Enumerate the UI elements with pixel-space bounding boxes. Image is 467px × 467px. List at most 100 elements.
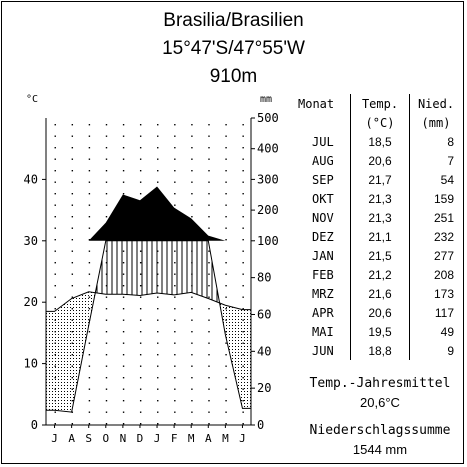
- temp-cell: 21,6: [350, 284, 410, 303]
- col-header-month: Monat: [298, 96, 335, 111]
- col-header-prec: Nied.: [409, 94, 462, 113]
- left-tick-label: 40: [24, 172, 38, 186]
- right-tick-label: 300: [257, 172, 279, 186]
- annual-precip-value: 1544 mm: [352, 442, 408, 457]
- left-tick-label: 30: [24, 234, 38, 248]
- prec-cell: 49: [409, 322, 462, 341]
- month-cell: FEB: [312, 267, 334, 282]
- right-tick-label: 20: [257, 381, 271, 395]
- temp-cell: 20,6: [350, 303, 410, 322]
- temperature-line: [46, 291, 251, 312]
- annual-mean-label: Temp.-Jahresmittel: [309, 376, 451, 391]
- prec-cell: 7: [409, 151, 462, 170]
- arid-season-area: [46, 311, 55, 411]
- arid-season-area: [54, 298, 72, 413]
- right-tick-label: 0: [257, 418, 264, 432]
- month-cell: MAI: [312, 324, 334, 339]
- station-elevation: 910m: [209, 66, 258, 87]
- annual-mean-value: 20,6°C: [360, 395, 400, 410]
- right-tick-label: 60: [257, 307, 271, 321]
- prec-cell: 251: [409, 208, 462, 227]
- table-row: APR 20,6 117: [298, 303, 462, 322]
- table-row: NOV 21,3 251: [298, 208, 462, 227]
- precipitation-line: [46, 240, 251, 413]
- right-tick-label: 100: [257, 234, 279, 248]
- humid-season-area: [157, 240, 175, 295]
- left-tick-label: 10: [24, 357, 38, 371]
- temp-cell: 21,7: [350, 170, 410, 189]
- temp-cell: 21,1: [350, 227, 410, 246]
- col-header-temp: Temp.: [350, 94, 410, 113]
- month-cell: AUG: [312, 153, 334, 168]
- prec-cell: 232: [409, 227, 462, 246]
- temp-cell: 18,5: [350, 132, 410, 151]
- prec-cell: 159: [409, 189, 462, 208]
- month-label: J: [154, 432, 161, 445]
- table-row: FEB 21,2 208: [298, 265, 462, 284]
- station-title: Brasilia/Brasilien: [163, 10, 304, 31]
- right-tick-label: 400: [257, 142, 279, 156]
- right-tick-label: 200: [257, 203, 279, 217]
- humid-season-area: [122, 240, 140, 296]
- month-cell: OKT: [312, 191, 334, 206]
- prec-cell: 117: [409, 303, 462, 322]
- right-tick-label: 40: [257, 344, 271, 358]
- right-axis-unit: mm: [260, 94, 272, 105]
- month-label: A: [68, 432, 75, 445]
- climate-table-body: JUL 18,5 8 AUG 20,6 7 SEP 21,7 54 OKT 21,3 159 NOV 21…: [298, 132, 462, 360]
- humid-season-area: [191, 240, 209, 299]
- table-row: MRZ 21,6 173: [298, 284, 462, 303]
- month-cell: NOV: [312, 210, 334, 225]
- table-row: SEP 21,7 54: [298, 170, 462, 189]
- prec-cell: 54: [409, 170, 462, 189]
- perhumid-area: [46, 186, 251, 241]
- left-tick-label: 20: [24, 295, 38, 309]
- station-coordinates: 15°47'S/47°55'W: [162, 38, 305, 59]
- month-label: M: [222, 432, 229, 445]
- table-row: JUN 18,8 9: [298, 341, 462, 360]
- prec-cell: 208: [409, 265, 462, 284]
- humid-season-area: [174, 240, 192, 295]
- month-cell: DEZ: [312, 229, 334, 244]
- left-axis-unit: °C: [26, 94, 38, 105]
- month-label: O: [102, 432, 109, 445]
- month-cell: MRZ: [312, 286, 334, 301]
- month-cell: JAN: [312, 248, 334, 263]
- temp-cell: 21,5: [350, 246, 410, 265]
- prec-cell: 173: [409, 284, 462, 303]
- annual-precip-label: Niederschlagssumme: [309, 423, 451, 438]
- prec-cell: 8: [409, 132, 462, 151]
- table-row: AUG 20,6 7: [298, 151, 462, 170]
- prec-cell: 9: [409, 341, 462, 360]
- month-cell: SEP: [312, 172, 334, 187]
- climate-table: Monat Temp. Nied. (°C) (mm) JUL 18,5 8 AUG 2…: [298, 94, 462, 360]
- temp-cell: 21,3: [350, 189, 410, 208]
- prec-cell: 277: [409, 246, 462, 265]
- table-row: MAI 19,5 49: [298, 322, 462, 341]
- temp-cell: 19,5: [350, 322, 410, 341]
- month-label: D: [137, 432, 144, 445]
- arid-season-area: [225, 305, 243, 409]
- temp-cell: 18,8: [350, 341, 410, 360]
- month-label: J: [239, 432, 246, 445]
- temp-cell: 21,2: [350, 265, 410, 284]
- month-label: A: [205, 432, 212, 445]
- table-row: JAN 21,5 277: [298, 246, 462, 265]
- table-row: OKT 21,3 159: [298, 189, 462, 208]
- humid-season-area: [105, 240, 123, 295]
- col-header-temp-unit: (°C): [350, 113, 410, 132]
- right-tick-label: 500: [257, 111, 279, 125]
- month-label: M: [188, 432, 195, 445]
- left-tick-label: 0: [31, 418, 38, 432]
- month-cell: JUN: [312, 343, 334, 358]
- month-label: F: [171, 432, 178, 445]
- arid-season-area: [242, 309, 251, 409]
- right-tick-label: 80: [257, 271, 271, 285]
- humid-season-area: [139, 240, 158, 296]
- table-row: DEZ 21,1 232: [298, 227, 462, 246]
- temp-cell: 20,6: [350, 151, 410, 170]
- month-label: J: [51, 432, 58, 445]
- table-row: JUL 18,5 8: [298, 132, 462, 151]
